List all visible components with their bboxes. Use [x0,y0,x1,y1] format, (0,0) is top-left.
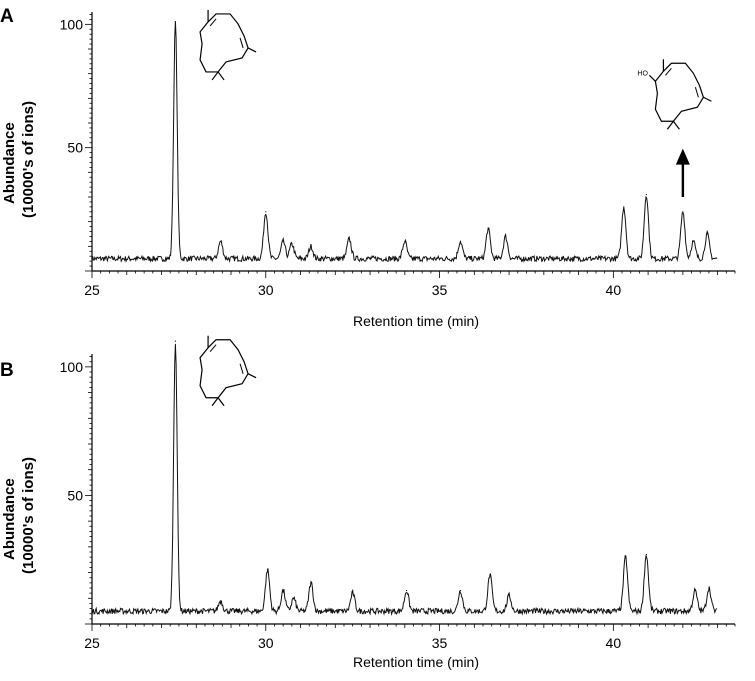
chromatogram-trace [91,21,718,263]
peak-point [708,587,710,589]
peak-point [487,228,489,230]
panel-b: B Abundance (10000's of ions) Retention … [0,335,736,670]
hydroxylated-macrocycle-structure: HO [637,59,712,130]
chromatogram-trace [91,343,718,616]
peak-point [282,589,284,592]
peak-point [310,582,312,584]
peak-point [174,21,177,23]
peak-point [265,211,267,213]
y-tick-label: 50 [67,487,83,503]
y-axis-title-line1: Abundance [1,478,18,560]
peak-point [404,240,406,242]
peak-point [292,597,295,599]
peak-point [266,569,269,571]
y-tick-label: 50 [67,140,83,156]
peak-point [645,553,647,556]
x-tick-label: 40 [606,635,622,651]
y-tick-label: 100 [60,16,84,32]
x-axis-title: Retention time (min) [353,313,479,329]
peak-point [645,193,647,196]
peak-point [694,589,696,592]
peak-point [459,240,462,242]
peak-point [459,589,462,592]
x-tick-label: 25 [84,635,100,651]
peak-point [220,600,222,602]
peak-point [505,235,507,238]
x-tick-label: 30 [258,635,274,651]
peak-point [310,245,312,247]
peak-point [405,589,408,592]
x-tick-label: 35 [432,282,448,298]
peak-point [706,233,708,235]
y-axis-title-line1: Abundance [1,122,18,204]
y-tick-label: 100 [60,359,84,375]
x-tick-label: 30 [258,282,274,298]
y-axis-title-line2: (10000's of ions) [20,457,37,574]
y-axis-title-line2: (10000's of ions) [20,101,37,218]
peak-point [624,556,627,558]
peak-point [489,574,491,576]
macrocycle-structure [199,9,257,81]
peak-point [174,340,177,342]
macrocycle-structure [199,335,257,407]
peak-point [682,211,684,213]
arrow-head [675,148,690,165]
x-tick-label: 35 [432,635,448,651]
x-tick-label: 25 [84,282,100,298]
peak-point [508,595,510,597]
x-axis-title: Retention time (min) [353,654,479,670]
peak-point [291,243,293,245]
panel-label: B [0,360,14,381]
peak-point [352,592,354,594]
peak-point [692,240,694,242]
hydroxyl-label: HO [637,70,648,77]
peak-point [348,238,350,240]
panel-label: A [0,6,14,27]
peak-point [220,240,222,242]
peak-point [623,206,625,208]
panel-a: A Abundance (10000's of ions) Retention … [0,6,736,329]
peak-point [282,240,284,242]
x-tick-label: 40 [606,282,622,298]
